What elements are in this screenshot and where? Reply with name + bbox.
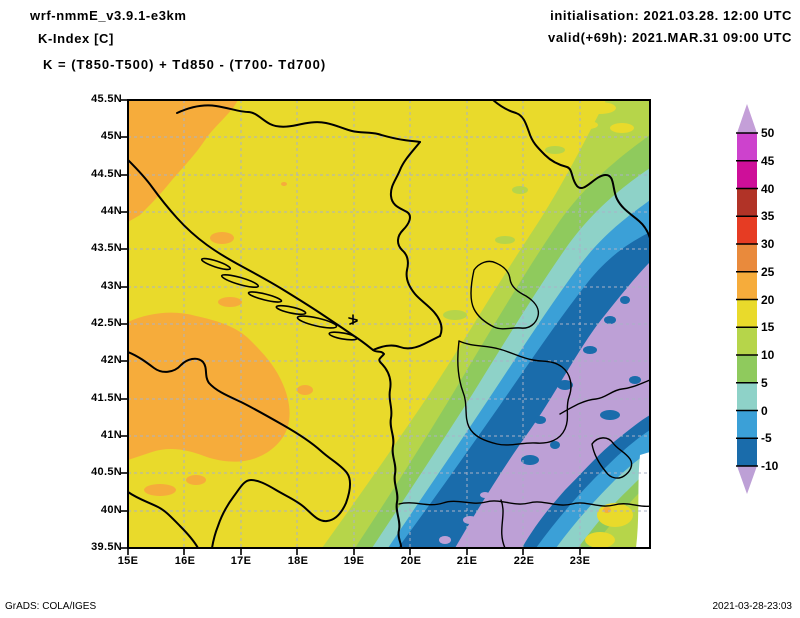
field-purple-specks [439,492,490,544]
xtick-label: 18E [287,555,309,567]
island-outlines [200,257,358,341]
country-borders [128,100,650,548]
ytick-label: 40.5N [91,466,122,478]
ytick-label: 45N [100,130,122,142]
colorbar-label: -5 [761,431,772,445]
grads-credit: GrADS: COLA/IGES [5,601,97,612]
ytick-label: 45.5N [91,93,122,105]
domain-edge-white [636,452,650,548]
xtick-label: 23E [569,555,591,567]
inner-borders [398,260,650,548]
colorbar [736,104,758,494]
init-time-label: initialisation: 2021.03.28. 12:00 UTC [550,8,792,23]
colorbar-label: 10 [761,348,775,362]
ytick-label: 44.5N [91,168,122,180]
colorbar-label: 20 [761,293,775,307]
map-area [128,100,650,548]
colorbar-ticks [736,132,758,467]
field-purple-core [455,262,650,548]
colorbar-label: 25 [761,265,775,279]
xtick-label: 20E [400,555,422,567]
valid-time-label: valid(+69h): 2021.MAR.31 09:00 UTC [547,30,792,45]
axis-tick-marks [121,99,581,555]
xtick-label: 22E [513,555,535,567]
colorbar-label: 30 [761,237,775,251]
field-yellow-blobs [578,102,634,133]
field-steel-specks [521,296,641,465]
ytick-label: 39.5N [91,541,122,553]
xtick-label: 16E [174,555,196,567]
colorbar-label: 50 [761,126,775,140]
formula-text: K = (T850-T500) + Td850 - (T700- Td700) [43,57,327,72]
colorbar-label: 35 [761,209,775,223]
ytick-label: 40N [100,504,122,516]
variable-title: K-Index [C] [38,31,114,46]
gridlines [128,100,650,548]
field-steelblue [398,232,650,548]
ytick-label: 44N [100,205,122,217]
model-title: wrf-nmmE_v3.9.1-e3km [30,8,187,23]
xtick-label: 15E [117,555,139,567]
colorbar-label: 15 [761,320,775,334]
ytick-label: 42N [100,354,122,366]
ytick-label: 42.5N [91,317,122,329]
xtick-label: 17E [230,555,252,567]
ytick-label: 41N [100,429,122,441]
xtick-label: 21E [456,555,478,567]
colorbar-label: 5 [761,376,768,390]
xtick-label: 19E [343,555,365,567]
creation-timestamp: 2021-03-28-23:03 [712,601,792,612]
colorbar-label: -10 [761,459,779,473]
colorbar-label: 0 [761,404,768,418]
ytick-label: 41.5N [91,392,122,404]
ytick-label: 43.5N [91,242,122,254]
ytick-label: 43N [100,280,122,292]
colorbar-label: 40 [761,182,775,196]
colorbar-label: 45 [761,154,775,168]
field-se-amber-spot [603,507,611,513]
